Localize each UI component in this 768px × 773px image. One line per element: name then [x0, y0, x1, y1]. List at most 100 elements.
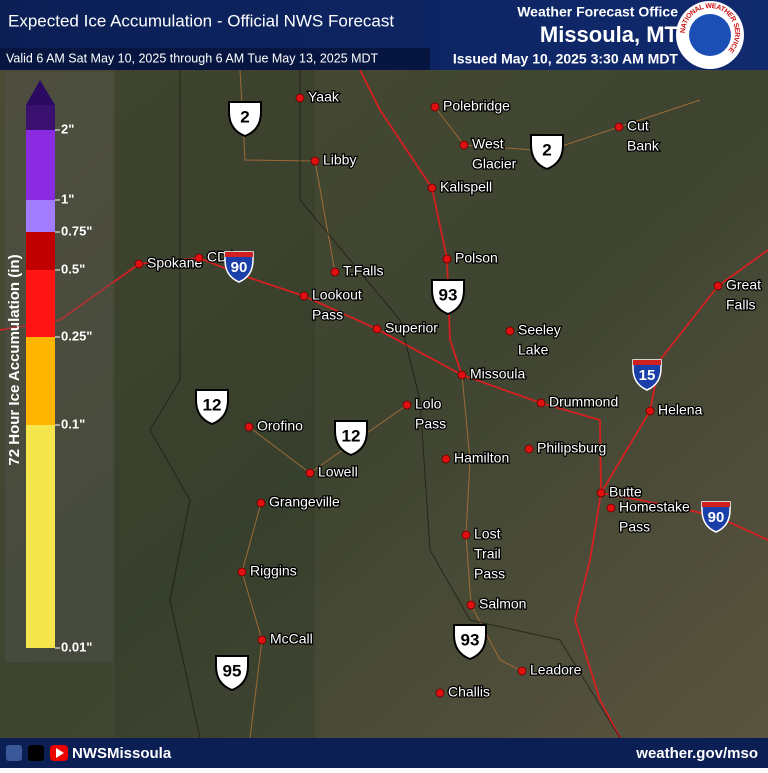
- interstate-shield-top: [225, 252, 253, 257]
- city-dot: [134, 259, 144, 269]
- city-label: Kalispell: [440, 179, 492, 195]
- city-label: Missoula: [470, 366, 525, 382]
- city-dot: [466, 600, 476, 610]
- shield-label: 12: [203, 395, 222, 414]
- city-label: Lolo: [415, 396, 442, 412]
- issued: Issued May 10, 2025 3:30 AM MDT: [453, 51, 679, 67]
- city-label: Seeley: [518, 322, 561, 338]
- valid-period: Valid 6 AM Sat May 10, 2025 through 6 AM…: [6, 51, 379, 65]
- city-label: Great: [726, 277, 761, 293]
- us-shield: [431, 279, 465, 316]
- interstate-shield-top: [702, 502, 730, 507]
- city-label: Challis: [448, 684, 490, 700]
- legend-band: [26, 337, 55, 425]
- shield-label: 93: [439, 285, 458, 304]
- city-dot: [310, 156, 320, 166]
- city-dot: [713, 281, 723, 291]
- us-shield: [530, 134, 564, 171]
- city-dot: [614, 122, 624, 132]
- city-dot: [442, 254, 452, 264]
- city-label: West: [472, 136, 504, 152]
- us-shield: [215, 655, 249, 692]
- city-label: Pass: [415, 416, 446, 432]
- legend-label: 0.25": [61, 328, 92, 343]
- route-shield: 12: [334, 420, 368, 457]
- city-label: Helena: [658, 402, 703, 418]
- city-label: Polson: [455, 250, 498, 266]
- city-label: Superior: [385, 320, 438, 336]
- city-dot: [256, 498, 266, 508]
- city-dot: [257, 635, 267, 645]
- interstate-shield: [224, 251, 254, 283]
- shield-label: 12: [342, 426, 361, 445]
- us-shield: [453, 624, 487, 661]
- city-dot: [237, 567, 247, 577]
- facebook-icon[interactable]: [6, 745, 22, 761]
- website[interactable]: weather.gov/mso: [635, 745, 758, 762]
- city-label: Homestake: [619, 499, 690, 515]
- shield-label: 93: [461, 630, 480, 649]
- shield-label: 90: [708, 509, 725, 526]
- city-label: Leadore: [530, 662, 582, 678]
- city-dot: [461, 530, 471, 540]
- legend-label: 2": [61, 121, 74, 136]
- legend-band: [26, 270, 55, 337]
- city-dot: [459, 140, 469, 150]
- legend-label: 0.75": [61, 223, 92, 238]
- route-shield: 2: [228, 101, 262, 138]
- city-dot: [295, 93, 305, 103]
- legend-label: 0.1": [61, 416, 85, 431]
- x-icon[interactable]: [28, 745, 44, 761]
- route-shield: 90: [224, 251, 254, 283]
- legend-band: [26, 200, 55, 232]
- city-dot: [596, 488, 606, 498]
- us-shield: [228, 101, 262, 138]
- route-shield: 93: [431, 279, 465, 316]
- city-dot: [244, 422, 254, 432]
- city-label: Trail: [474, 546, 501, 562]
- city-dot: [441, 454, 451, 464]
- city-dot: [330, 267, 340, 277]
- city-label: Pass: [619, 519, 650, 535]
- shield-label: 2: [240, 107, 249, 126]
- title: Expected Ice Accumulation - Official NWS…: [8, 11, 394, 30]
- city-dot: [427, 183, 437, 193]
- city-label: Hamilton: [454, 450, 509, 466]
- us-shield: [195, 389, 229, 426]
- social-handle[interactable]: NWSMissoula: [72, 745, 172, 762]
- route-shield: 2: [530, 134, 564, 171]
- city-label: Cut: [627, 118, 649, 134]
- city-label: Libby: [323, 152, 356, 168]
- legend-title: 72 Hour Ice Accumulation (in): [6, 254, 23, 465]
- interstate-shield-top: [633, 360, 661, 365]
- location: Missoula, MT: [540, 22, 679, 47]
- us-shield: [334, 420, 368, 457]
- city-dot: [402, 400, 412, 410]
- city-dot: [194, 253, 204, 263]
- city-label: Drummond: [549, 394, 618, 410]
- city-label: Riggins: [250, 563, 297, 579]
- city-dot: [645, 406, 655, 416]
- city-label: Salmon: [479, 596, 526, 612]
- city-dot: [457, 370, 467, 380]
- route-shield: 90: [701, 501, 731, 533]
- city-label: Glacier: [472, 156, 517, 172]
- city-label: Lookout: [312, 287, 362, 303]
- city-label: Philipsburg: [537, 440, 606, 456]
- boundaries: [149, 70, 621, 739]
- city-dot: [517, 666, 527, 676]
- city-dot: [606, 503, 616, 513]
- city-label: McCall: [270, 631, 313, 647]
- city-label: Polebridge: [443, 98, 510, 114]
- valid-bar: [0, 48, 430, 70]
- city-label: Falls: [726, 297, 756, 313]
- city-label: Spokane: [147, 255, 202, 271]
- city-dot: [372, 324, 382, 334]
- city-label: Orofino: [257, 418, 303, 434]
- city-label: Butte: [609, 484, 642, 500]
- legend-band: [26, 130, 55, 200]
- interstates: [0, 69, 768, 739]
- shield-label: 2: [542, 140, 551, 159]
- shield-label: 95: [223, 661, 242, 680]
